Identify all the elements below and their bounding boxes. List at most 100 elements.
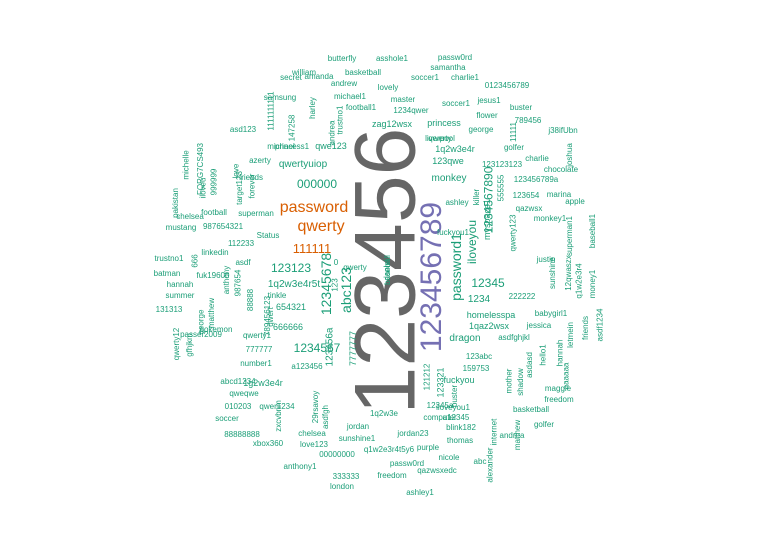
word-andrew-label: andrew bbox=[330, 79, 358, 88]
word-andrea-label: andrea bbox=[499, 431, 525, 440]
word-123123123-label: 123123123 bbox=[481, 160, 523, 169]
word-linkedin-label: linkedin bbox=[201, 248, 229, 257]
word-q1w2e3r4t5y6-label: q1w2e3r4t5y6 bbox=[363, 445, 415, 454]
word-iloveyou1-label: iloveyou1 bbox=[436, 403, 470, 412]
word-justin-label: justin bbox=[536, 255, 556, 264]
word-michelle-label: michelle bbox=[182, 150, 191, 180]
word-george-label: george bbox=[468, 125, 494, 134]
word-1qaz2wsx-label: 1qaz2wsx bbox=[468, 320, 510, 331]
word-secret-label: secret bbox=[280, 73, 302, 82]
word-abc-label: abc bbox=[473, 457, 487, 466]
word-pokemon-label: pokemon bbox=[199, 325, 233, 334]
word-azerty-label: azerty bbox=[249, 156, 271, 165]
word-asshole1-label: asshole1 bbox=[375, 54, 409, 63]
word-qwerty-label: qwerty bbox=[343, 263, 367, 272]
word-666-label: 666 bbox=[190, 254, 200, 268]
word-chocolate-label: chocolate bbox=[543, 165, 579, 174]
word-matthew-label: matthew bbox=[512, 419, 522, 451]
word-0-label: 0 bbox=[333, 258, 339, 267]
word-qwerty-label: qwerty bbox=[297, 218, 345, 235]
word-sunshine1-label: sunshine1 bbox=[338, 434, 376, 443]
word-1234567-label: 1234567 bbox=[293, 341, 341, 355]
word-freedom-label: freedom bbox=[544, 395, 574, 404]
word-qweqwe-label: qweqwe bbox=[229, 389, 259, 398]
word-soccer1-label: soccer1 bbox=[441, 99, 470, 108]
word-654321-label: 654321 bbox=[275, 301, 307, 312]
word-dragon-label: dragon bbox=[449, 333, 481, 344]
word-fuckyou-label: fuckyou bbox=[443, 374, 475, 385]
word-222222-label: 222222 bbox=[508, 292, 536, 301]
word-homelesspa-label: homelesspa bbox=[466, 309, 516, 320]
word-football1-label: football1 bbox=[345, 103, 377, 112]
word-money1-label: money1 bbox=[588, 269, 597, 299]
word-jordan-label: jordan bbox=[346, 422, 370, 431]
word-0123456789-label: 0123456789 bbox=[484, 81, 530, 90]
word-purple-label: purple bbox=[416, 443, 440, 452]
word-tinkle-label: tinkle bbox=[267, 291, 287, 300]
word-123456a-label: 123456a bbox=[324, 327, 335, 367]
word-anthony1-label: anthony1 bbox=[283, 462, 317, 471]
word-jesus1-label: jesus1 bbox=[477, 96, 501, 105]
word-hannah-label: hannah bbox=[166, 280, 194, 289]
word-matthew-label: matthew bbox=[206, 297, 216, 329]
word-010203-label: 010203 bbox=[224, 402, 252, 411]
word-12qwaszx-label: 12qwaszx bbox=[563, 255, 573, 291]
word-summer-label: summer bbox=[165, 291, 195, 300]
word-buster-label: buster bbox=[509, 103, 533, 112]
word-123321-label: 123321 bbox=[435, 366, 446, 398]
word-sunshine-label: sunshine bbox=[548, 256, 557, 290]
word-qwerty12-label: qwerty12 bbox=[172, 327, 181, 361]
word-superman1-label: superman1 bbox=[565, 215, 574, 257]
word-password-label: password bbox=[279, 199, 349, 216]
word-qwerty1-label: qwerty1 bbox=[242, 331, 271, 340]
word-123456789a-label: 123456789a bbox=[513, 175, 559, 184]
word-gfhjkm-label: gfhjkm bbox=[185, 333, 194, 357]
word-hello1-label: hello1 bbox=[538, 344, 548, 366]
word-amanda-label: amanda bbox=[304, 72, 334, 81]
word-fuckyou1-label: fuckyou1 bbox=[436, 228, 470, 237]
word-131313-label: 131313 bbox=[155, 305, 183, 314]
word-alexander-label: alexander bbox=[485, 447, 495, 483]
word-myspace1-label: myspace1 bbox=[482, 198, 493, 240]
word-status-label: Status bbox=[256, 231, 280, 240]
word-1g2w3e4r-label: 1g2w3e4r bbox=[243, 377, 283, 388]
word-samantha-label: samantha bbox=[430, 63, 466, 72]
word-soccer1-label: soccer1 bbox=[410, 73, 439, 82]
word-88888888-label: 88888888 bbox=[224, 430, 260, 439]
word-liverpool-label: liverpool bbox=[425, 134, 455, 143]
word-qwe123-label: qwe123 bbox=[315, 140, 347, 151]
word-asdasd-label: asdasd bbox=[524, 352, 534, 378]
word-qwerty-label: qwerty bbox=[428, 134, 452, 143]
word-maggie-label: maggie bbox=[544, 384, 572, 393]
word-master-label: master bbox=[390, 95, 416, 104]
word-soccer-label: soccer bbox=[215, 414, 239, 423]
word-mustang-label: mustang bbox=[165, 223, 197, 232]
word-123abc-label: 123abc bbox=[465, 352, 493, 361]
word-thomas-label: thomas bbox=[446, 436, 474, 445]
word-qwer1234-label: qwer1234 bbox=[259, 402, 295, 411]
word-j38ifubn-label: j38ifUbn bbox=[548, 126, 578, 135]
word-london-label: london bbox=[329, 482, 355, 491]
word-ashley-label: ashley bbox=[445, 198, 469, 207]
word-ashley1-label: ashley1 bbox=[406, 488, 434, 497]
word-147258-label: 147258 bbox=[286, 114, 296, 142]
word-golfer-label: golfer bbox=[503, 143, 524, 152]
word-anthony-label: anthony bbox=[222, 265, 231, 295]
word-superman-label: superman bbox=[238, 209, 274, 218]
word-baseball1-label: baseball1 bbox=[588, 213, 597, 249]
word-mother-label: mother bbox=[504, 368, 513, 394]
word-trustno1-label: trustno1 bbox=[335, 105, 344, 135]
word-password1-label: password1 bbox=[447, 233, 464, 301]
word-football-label: football bbox=[201, 208, 227, 217]
word-joshua-label: joshua bbox=[564, 143, 574, 167]
word-shadow-label: shadow bbox=[515, 368, 525, 396]
word-a12345-label: a12345 bbox=[442, 413, 470, 422]
word-qwertyuiop-label: qwertyuiop bbox=[278, 159, 328, 170]
word-111111-label: 111111 bbox=[292, 240, 332, 256]
word-george-label: george bbox=[195, 309, 205, 335]
word-chelsea-label: chelsea bbox=[298, 429, 326, 438]
word-88888-label: 88888 bbox=[246, 288, 255, 312]
word-666666-label: 666666 bbox=[272, 321, 304, 332]
word-000000-label: 000000 bbox=[296, 177, 338, 191]
